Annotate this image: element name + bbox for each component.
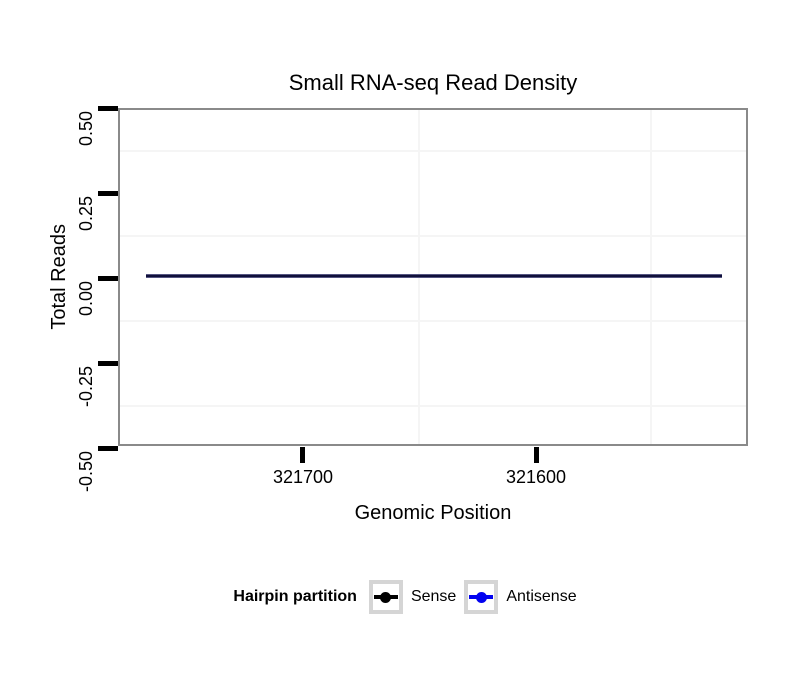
minor-gridline-h [120,235,746,237]
x-tick-label: 321600 [505,467,567,487]
legend: Hairpin partition Sense Antisense [0,580,810,614]
y-tick [98,106,118,111]
y-tick [98,361,118,366]
y-axis-title: Total Reads [47,224,70,330]
minor-gridline-h [120,405,746,407]
y-tick-label: 0.50 [75,111,96,147]
y-tick-label: -0.50 [75,451,96,493]
minor-gridline-h [120,150,746,152]
legend-label-antisense: Antisense [506,588,577,605]
legend-title: Hairpin partition [233,588,357,605]
x-axis-title: Genomic Position [354,502,512,524]
plot-panel [118,108,748,446]
chart-title: Small RNA-seq Read Density [288,70,578,95]
read-density-line [146,274,722,278]
y-tick-label: -0.25 [75,366,96,408]
antisense-point-icon [475,591,487,603]
legend-label-sense: Sense [410,588,457,605]
x-tick [300,447,305,463]
x-tick-label: 321700 [272,467,334,487]
minor-gridline-h [120,320,746,322]
legend-key-antisense [464,580,499,614]
sense-point-icon [380,591,392,603]
y-tick [98,191,118,196]
y-tick-label: 0.00 [75,281,96,317]
y-tick [98,276,118,281]
y-tick [98,446,118,451]
x-tick [534,447,539,463]
legend-key-sense [368,580,403,614]
y-tick-label: 0.25 [75,196,96,232]
